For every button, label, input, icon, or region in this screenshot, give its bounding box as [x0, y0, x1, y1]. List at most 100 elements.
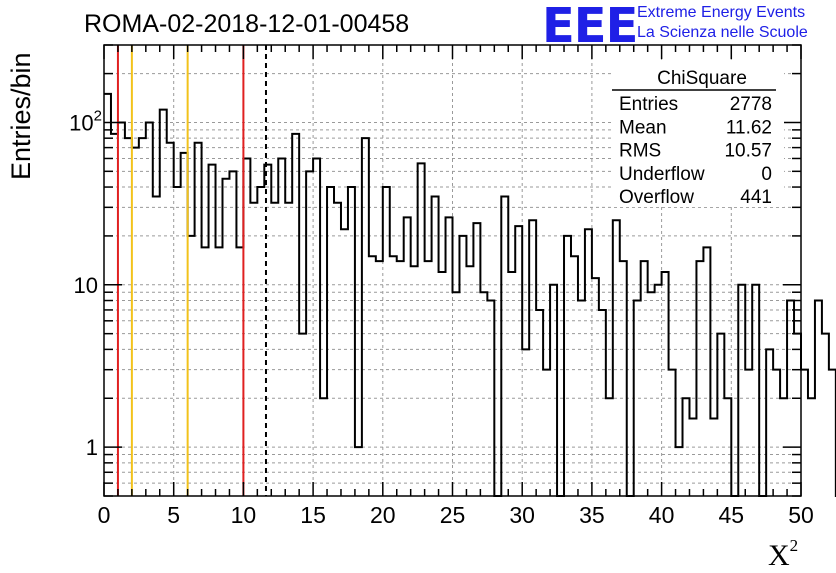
- histogram-bin: [139, 138, 146, 496]
- histogram-bin: [738, 285, 745, 496]
- histogram-bin: [369, 256, 376, 496]
- histogram-bin: [613, 220, 620, 496]
- histogram-bin: [710, 419, 717, 496]
- histogram-bin: [292, 134, 299, 496]
- y-tick-label: 10: [74, 273, 98, 298]
- histogram-bin: [418, 163, 425, 496]
- grid-layer: [104, 45, 801, 496]
- histogram-bin: [313, 158, 320, 496]
- histogram-series: [104, 92, 836, 497]
- y-tick-label: 1: [86, 435, 98, 460]
- x-tick-label: 45: [719, 502, 745, 528]
- logo-line-2: La Scienza nelle Scuole: [637, 24, 808, 41]
- histogram-bin: [599, 310, 606, 496]
- histogram-bin: [480, 292, 487, 496]
- histogram-bin: [745, 370, 752, 496]
- y-tick-label: 102: [69, 107, 102, 135]
- stats-value: 441: [740, 187, 772, 208]
- histogram-bin: [250, 203, 257, 496]
- histogram-bin: [341, 229, 348, 496]
- histogram-bin: [202, 247, 209, 496]
- histogram-bin: [257, 187, 264, 496]
- histogram-bin: [487, 301, 494, 496]
- histogram-bin: [620, 261, 627, 496]
- histogram-bin: [829, 370, 836, 496]
- histogram-bin: [306, 171, 313, 496]
- histogram-bin: [320, 398, 327, 496]
- stats-value: 10.57: [724, 141, 772, 162]
- histogram-bin: [397, 261, 404, 496]
- histogram-bin: [669, 370, 676, 496]
- histogram-bin: [425, 261, 432, 496]
- histogram-bin: [111, 134, 118, 496]
- histogram-bin: [243, 158, 250, 496]
- histogram-bin: [174, 187, 181, 496]
- histogram-bin: [564, 236, 571, 496]
- x-tick-label: 0: [98, 502, 111, 528]
- stats-value: 11.62: [726, 117, 772, 138]
- histogram-bin: [132, 148, 139, 496]
- histogram-bin: [118, 122, 125, 496]
- histogram-bin: [459, 236, 466, 496]
- histogram-bin: [815, 301, 822, 496]
- histogram-bin: [773, 370, 780, 496]
- histogram-bin: [271, 203, 278, 496]
- histogram-bin: [167, 143, 174, 496]
- stats-label: Entries: [619, 94, 678, 115]
- histogram-bin: [689, 419, 696, 496]
- histogram-bin: [703, 247, 710, 496]
- stats-value: 2778: [730, 94, 772, 115]
- x-tick-label: 10: [231, 502, 257, 528]
- histogram-bin: [648, 292, 655, 496]
- x-tick-label: 35: [579, 502, 605, 528]
- x-tick-label: 15: [300, 502, 326, 528]
- histogram-bin: [822, 334, 829, 496]
- histogram-bin: [683, 398, 690, 496]
- histogram-bin: [285, 203, 292, 496]
- histogram-bin: [446, 217, 453, 496]
- histogram-bin: [453, 292, 460, 496]
- histogram-layer: [104, 92, 836, 497]
- axes-layer: 0 5 10 15 20 25 30 35 40 45 50 1 10 102: [69, 44, 814, 528]
- histogram-bin: [390, 256, 397, 496]
- histogram-bin: [160, 110, 167, 496]
- histogram-bin: [501, 196, 508, 496]
- histogram-bin: [104, 94, 111, 496]
- histogram-bin: [125, 138, 132, 496]
- histogram-bin: [522, 349, 529, 496]
- histogram-bin: [766, 349, 773, 496]
- stats-label: RMS: [619, 141, 661, 162]
- stats-title: ChiSquare: [657, 68, 747, 89]
- histogram-bin: [229, 171, 236, 496]
- histogram-bin: [334, 203, 341, 496]
- stats-box: [612, 63, 784, 207]
- histogram-bin: [571, 256, 578, 496]
- x-tick-label: 5: [167, 502, 180, 528]
- x-tick-label: 25: [440, 502, 466, 528]
- histogram-bin: [181, 153, 188, 496]
- histogram-bin: [432, 196, 439, 496]
- x-tick-label: 20: [370, 502, 396, 528]
- x-axis-label: X2: [768, 536, 798, 573]
- histogram-bin: [543, 370, 550, 496]
- histogram-bin: [515, 226, 522, 496]
- histogram-bin: [606, 398, 613, 496]
- histogram-bin: [752, 285, 759, 496]
- histogram-bin: [146, 122, 153, 496]
- histogram-bin: [209, 165, 216, 496]
- histogram-bin: [473, 223, 480, 496]
- histogram-bin: [362, 138, 369, 496]
- marker-lines-layer: [116, 45, 267, 496]
- stats-box-layer: ChiSquare Entries 2778 Mean 11.62 RMS 10.57 Und…: [612, 63, 784, 208]
- histogram-bin: [592, 278, 599, 496]
- histogram-bin: [808, 398, 815, 496]
- histogram-bin: [550, 285, 557, 496]
- x-tick-label: 30: [509, 502, 535, 528]
- histogram-bin: [676, 447, 683, 496]
- histogram-bin: [376, 261, 383, 496]
- x-tick-label: 50: [788, 502, 814, 528]
- histogram-bin: [662, 272, 669, 496]
- run-title: ROMA-02-2018-12-01-00458: [84, 10, 410, 38]
